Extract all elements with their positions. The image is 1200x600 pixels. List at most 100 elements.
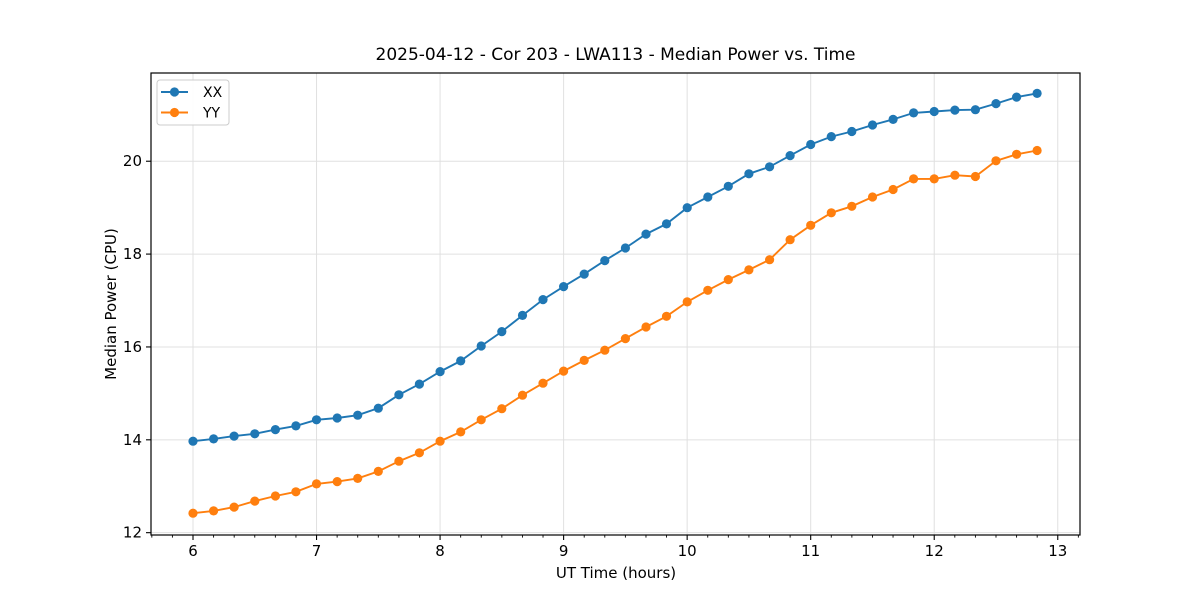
yy-data-point	[744, 265, 754, 275]
xx-data-point	[888, 114, 898, 124]
y-tick-label: 16	[123, 338, 142, 356]
xx-series-line	[192, 92, 1038, 443]
xx-data-point	[950, 105, 960, 115]
xx-data-point	[394, 390, 404, 400]
xx-data-point	[291, 421, 301, 431]
x-tick-label: 10	[678, 542, 697, 560]
xx-data-point	[353, 410, 363, 420]
xx-data-point	[970, 105, 981, 115]
yy-data-point	[723, 275, 733, 285]
xx-data-point	[620, 243, 631, 253]
xx-data-point	[456, 356, 466, 366]
yy-data-point	[291, 487, 301, 497]
yy-data-point	[229, 502, 239, 512]
yy-data-point	[661, 311, 672, 321]
yy-data-point	[909, 174, 919, 184]
x-axis-label: UT Time (hours)	[555, 564, 677, 582]
legend-label: YY	[202, 106, 221, 122]
yy-data-point	[765, 255, 775, 265]
yy-data-point	[847, 201, 857, 211]
legend-marker	[169, 87, 180, 97]
xx-data-point	[909, 108, 919, 118]
xx-data-point	[497, 327, 507, 337]
yy-data-point	[991, 156, 1001, 166]
x-tick-label: 7	[312, 542, 322, 560]
yy-data-point	[497, 404, 507, 414]
y-tick-label: 20	[123, 152, 142, 170]
yy-data-point	[476, 415, 486, 425]
yy-data-point	[270, 491, 280, 501]
yy-data-point	[209, 506, 219, 516]
xx-data-point	[332, 413, 342, 423]
xx-data-point	[373, 403, 383, 413]
xx-data-point	[579, 269, 589, 279]
yy-data-point	[600, 345, 610, 355]
yy-data-point	[1012, 149, 1022, 159]
xx-data-point	[250, 429, 260, 439]
x-tick-label: 11	[801, 542, 820, 560]
yy-data-point	[435, 436, 445, 446]
xx-data-point	[229, 431, 239, 441]
y-tick-label: 12	[123, 524, 142, 542]
legend-marker	[169, 107, 180, 118]
xx-data-point	[703, 192, 713, 202]
yy-data-point	[394, 456, 404, 466]
legend-label: XX	[203, 85, 223, 101]
x-tick-label: 9	[559, 542, 569, 560]
yy-data-point	[456, 427, 466, 437]
yy-data-point	[332, 477, 342, 487]
y-tick-label: 14	[123, 431, 142, 449]
yy-data-point	[826, 208, 836, 218]
yy-data-point	[806, 220, 816, 230]
yy-data-point	[682, 297, 692, 307]
yy-data-point	[353, 473, 363, 483]
xx-data-point	[765, 162, 775, 172]
xx-data-point	[991, 99, 1001, 109]
yy-data-point	[970, 171, 981, 182]
yy-data-point	[867, 192, 878, 202]
xx-data-point	[538, 295, 548, 305]
xx-data-point	[517, 310, 528, 320]
x-tick-label: 8	[435, 542, 445, 560]
xx-data-point	[641, 229, 651, 239]
xx-data-point	[559, 282, 569, 292]
xx-data-point	[209, 434, 219, 444]
x-tick-label: 6	[188, 542, 198, 560]
yy-data-point	[517, 390, 528, 400]
chart-title: 2025-04-12 - Cor 203 - LWA113 - Median P…	[375, 45, 856, 65]
yy-data-point	[785, 235, 795, 245]
x-tick-label: 13	[1048, 542, 1067, 560]
xx-data-point	[744, 169, 754, 179]
xx-data-point	[188, 436, 198, 446]
y-tick-label: 18	[123, 245, 142, 263]
yy-data-point	[414, 448, 424, 458]
x-tick-label: 12	[925, 542, 944, 560]
yy-data-point	[641, 322, 651, 332]
yy-data-point	[950, 170, 960, 180]
yy-data-point	[929, 174, 939, 184]
xx-data-point	[435, 367, 445, 377]
yy-data-point	[703, 285, 713, 295]
yy-data-point	[559, 366, 569, 376]
xx-data-point	[661, 219, 672, 229]
yy-data-point	[1032, 145, 1042, 156]
xx-data-point	[600, 256, 610, 266]
xx-data-point	[476, 341, 486, 351]
xx-data-point	[806, 139, 816, 150]
yy-data-point	[373, 466, 383, 476]
yy-data-point	[311, 479, 322, 489]
xx-data-point	[1012, 92, 1022, 102]
yy-data-point	[188, 508, 198, 518]
xx-data-point	[929, 106, 939, 117]
yy-data-point	[620, 334, 631, 344]
yy-data-point	[250, 496, 260, 506]
xx-data-point	[1032, 88, 1042, 98]
xx-data-point	[847, 126, 857, 137]
xx-data-point	[682, 203, 692, 213]
xx-data-point	[311, 415, 322, 425]
yy-data-point	[538, 378, 548, 388]
yy-data-point	[579, 355, 589, 365]
xx-data-point	[867, 120, 878, 130]
